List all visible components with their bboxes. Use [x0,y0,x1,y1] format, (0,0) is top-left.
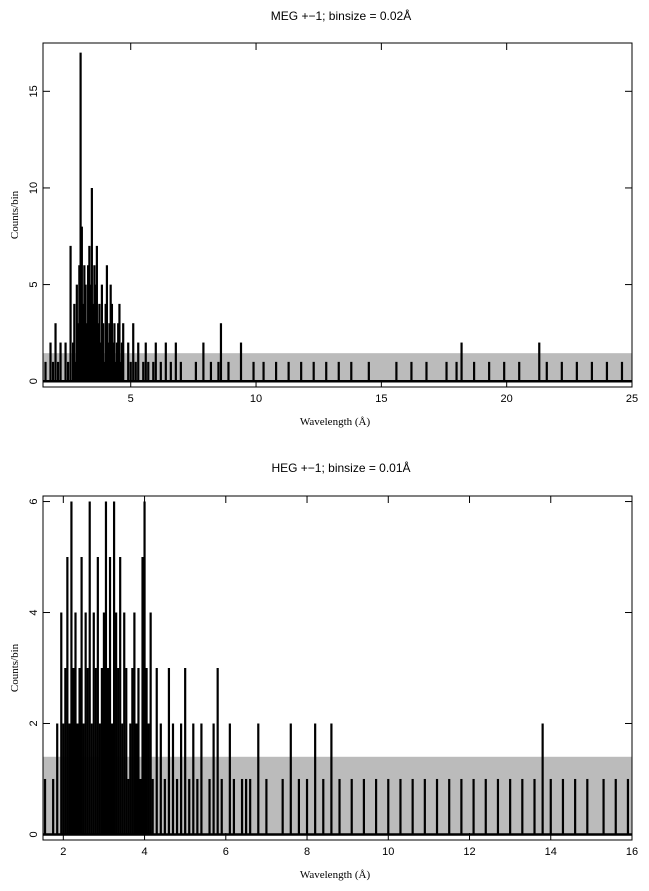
heg-y-tick-label: 2 [28,720,40,726]
meg-x-tick-label: 10 [250,393,262,405]
heg-x-tick-label: 2 [60,846,66,858]
meg-x-tick-label: 5 [128,393,134,405]
heg-y-axis-label: Counts/bin [9,643,21,692]
meg-x-tick-label: 15 [375,393,387,405]
meg-y-tick-label: 15 [28,85,40,97]
heg-y-tick-label: 6 [28,498,40,504]
heg-plot-area [43,501,632,836]
meg-panel: MEG +−1; binsize = 0.02Å 5 10 15 20 25 0 5 10 1… [9,8,638,428]
heg-x-tick-label: 14 [545,846,557,858]
heg-y-ticks: 0 2 4 6 [28,498,632,838]
meg-x-tick-label: 25 [626,393,638,405]
heg-x-tick-label: 4 [141,846,147,858]
meg-title: MEG +−1; binsize = 0.02Å [271,8,411,23]
heg-x-ticks: 2 4 6 8 10 12 14 16 [60,496,638,858]
meg-y-tick-label: 10 [28,182,40,194]
heg-y-tick-label: 4 [28,609,40,615]
meg-x-tick-label: 20 [501,393,513,405]
heg-x-tick-label: 8 [304,846,310,858]
meg-x-axis-label: Wavelength (Å) [300,416,371,428]
heg-x-tick-label: 16 [626,846,638,858]
heg-panel: HEG +−1; binsize = 0.01Å 2 4 6 8 10 12 14 16 0 2… [9,460,638,881]
meg-y-tick-label: 0 [28,378,40,384]
meg-y-axis-label: Counts/bin [9,190,21,239]
heg-title: HEG +−1; binsize = 0.01Å [271,460,410,475]
heg-x-tick-label: 6 [223,846,229,858]
meg-y-ticks: 0 5 10 15 [28,85,632,384]
heg-y-tick-label: 0 [28,831,40,837]
heg-x-tick-label: 10 [382,846,394,858]
meg-y-tick-label: 5 [28,282,40,288]
heg-x-tick-label: 12 [463,846,475,858]
heg-x-axis-label: Wavelength (Å) [300,869,371,881]
meg-frame [42,42,633,388]
heg-frame [42,495,633,841]
meg-x-ticks: 5 10 15 20 25 [128,43,638,405]
meg-background-band [43,353,632,382]
meg-plot-area [43,52,632,383]
